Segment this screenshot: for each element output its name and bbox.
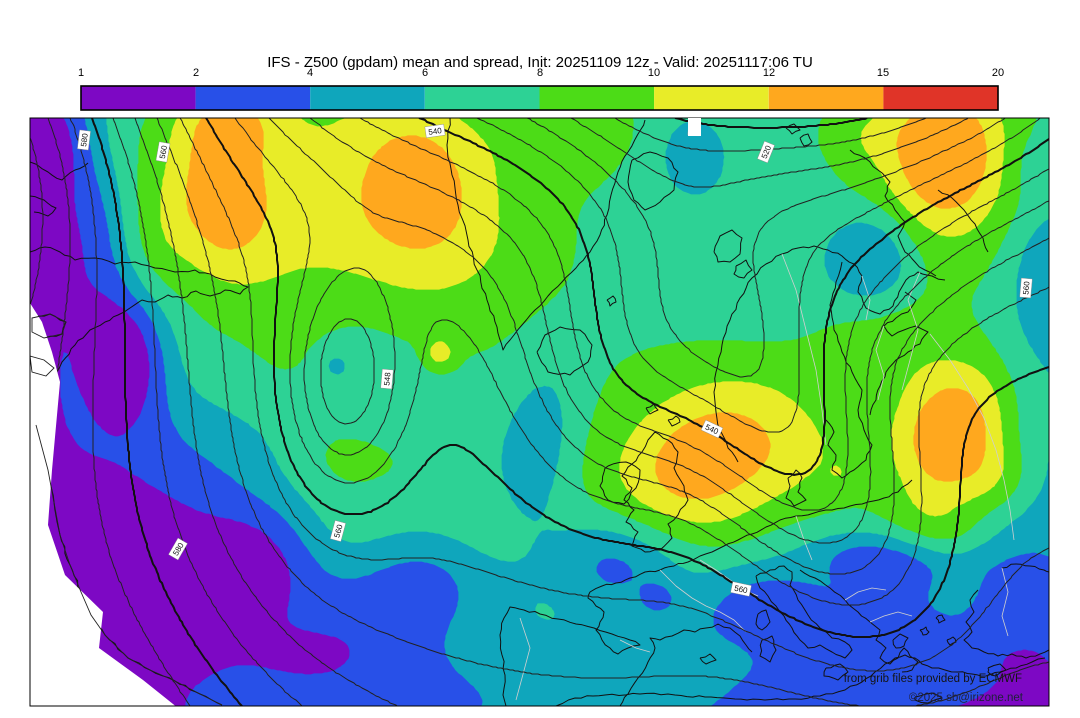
- svg-text:10: 10: [648, 67, 660, 79]
- svg-text:1: 1: [78, 67, 84, 79]
- svg-text:from grib files provided by EC: from grib files provided by ECMWF: [844, 673, 1022, 685]
- svg-text:15: 15: [877, 67, 889, 79]
- svg-text:560: 560: [158, 144, 169, 159]
- svg-text:4: 4: [307, 67, 313, 79]
- svg-text:560: 560: [733, 584, 748, 596]
- svg-text:IFS - Z500 (gpdam) mean and sp: IFS - Z500 (gpdam) mean and spread, Init…: [267, 54, 813, 71]
- svg-text:8: 8: [537, 67, 543, 79]
- svg-text:©2025 sb@irizone.net: ©2025 sb@irizone.net: [909, 692, 1024, 704]
- svg-text:540: 540: [428, 126, 443, 137]
- svg-text:20: 20: [992, 67, 1004, 79]
- svg-text:548: 548: [382, 371, 392, 386]
- svg-text:12: 12: [763, 67, 775, 79]
- svg-text:2: 2: [193, 67, 199, 79]
- svg-text:560: 560: [332, 523, 344, 539]
- svg-text:560: 560: [1021, 280, 1031, 295]
- svg-text:580: 580: [79, 132, 90, 147]
- svg-text:6: 6: [422, 67, 428, 79]
